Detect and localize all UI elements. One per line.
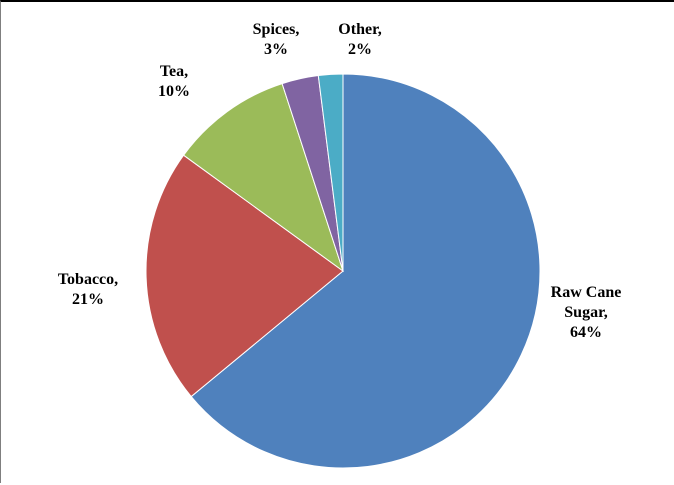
data-label-line: 21% [72, 291, 104, 308]
data-label-line: Raw Cane [551, 284, 622, 301]
data-label-line: 64% [570, 324, 602, 341]
data-label-other: Other, 2% [338, 21, 381, 58]
data-label-line: Other, [338, 21, 381, 38]
data-label-tea: Tea, 10% [158, 63, 190, 100]
data-label-line: Sugar, [564, 304, 607, 321]
data-label-line: Spices, [253, 21, 300, 38]
data-label-spices: Spices, 3% [253, 21, 300, 58]
data-label-line: 10% [158, 83, 190, 100]
data-label-raw-cane-sugar: Raw Cane Sugar, 64% [551, 284, 622, 341]
data-label-line: Tobacco, [58, 271, 118, 288]
pie-slices [146, 74, 540, 468]
data-label-line: 3% [264, 41, 288, 58]
data-label-line: Tea, [160, 63, 188, 80]
data-label-line: 2% [348, 41, 372, 58]
data-label-tobacco: Tobacco, 21% [58, 271, 118, 308]
